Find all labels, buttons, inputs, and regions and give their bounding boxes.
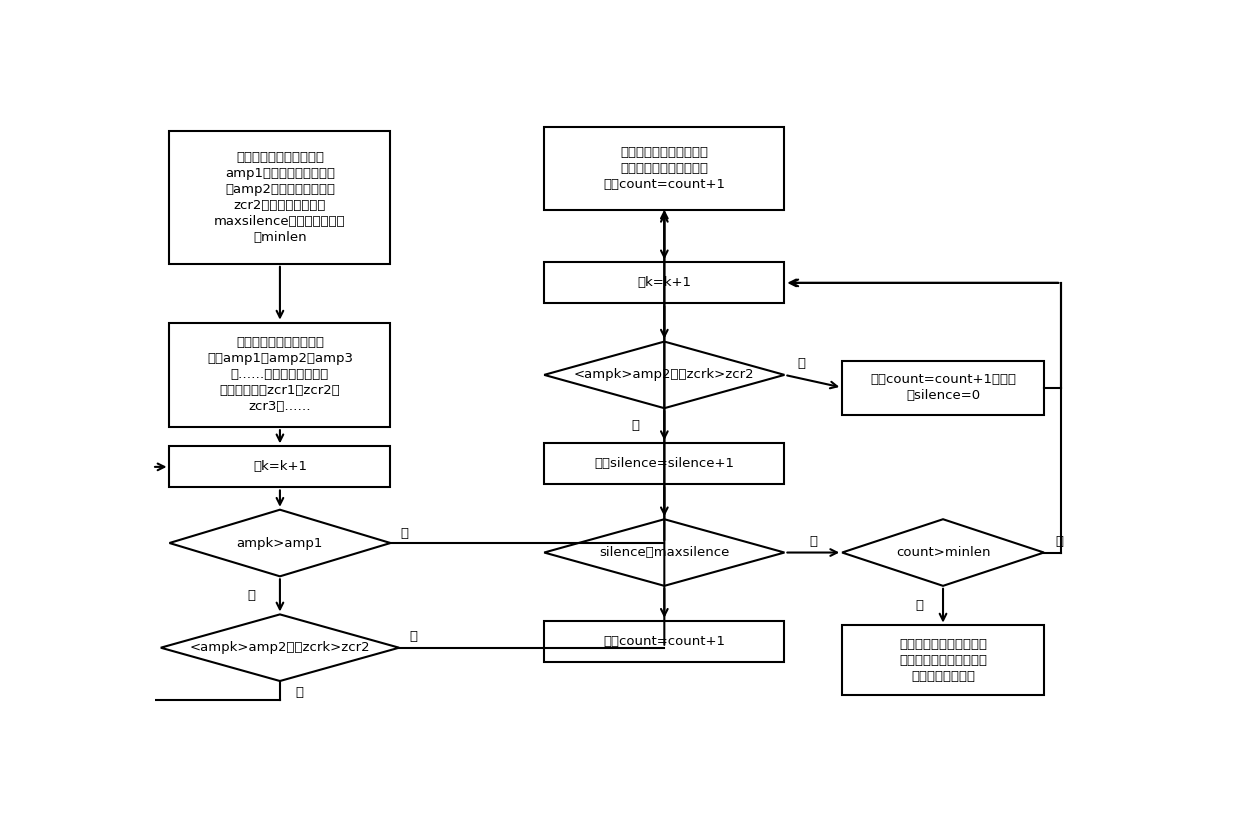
Text: 设定短时能量阈值高门限
amp1、短时能量阈值低门
限amp2、短时过零率阈值
zcr2、最大无声段长度
maxsilence和最小语音段长
度minlen: 设定短时能量阈值高门限 amp1、短时能量阈值低门 限amp2、短时过零率阈值 … bbox=[215, 151, 346, 244]
FancyBboxPatch shape bbox=[170, 131, 391, 264]
Text: 否: 否 bbox=[295, 686, 303, 699]
Text: 取k=k+1: 取k=k+1 bbox=[637, 276, 692, 289]
Polygon shape bbox=[161, 615, 399, 681]
Text: 否: 否 bbox=[1055, 535, 1064, 548]
FancyBboxPatch shape bbox=[170, 447, 391, 488]
Text: 更新silence=silence+1: 更新silence=silence+1 bbox=[594, 457, 734, 471]
Polygon shape bbox=[170, 510, 391, 576]
Text: 是: 是 bbox=[810, 535, 817, 548]
FancyBboxPatch shape bbox=[544, 620, 785, 662]
Polygon shape bbox=[544, 519, 785, 586]
Text: 是: 是 bbox=[797, 357, 806, 370]
Text: 取k=k+1: 取k=k+1 bbox=[253, 461, 308, 473]
Text: 是: 是 bbox=[401, 527, 409, 540]
Text: <ampk>amp2并且zcrk>zcr2: <ampk>amp2并且zcrk>zcr2 bbox=[190, 641, 371, 654]
FancyBboxPatch shape bbox=[842, 361, 1044, 414]
Text: 更新count=count+1，初始
化silence=0: 更新count=count+1，初始 化silence=0 bbox=[870, 373, 1016, 402]
Text: count>minlen: count>minlen bbox=[895, 546, 991, 559]
Text: <ampk>amp2并且zcrk>zcr2: <ampk>amp2并且zcrk>zcr2 bbox=[574, 368, 755, 382]
FancyBboxPatch shape bbox=[544, 128, 785, 210]
Text: 更新count=count+1: 更新count=count+1 bbox=[604, 634, 725, 648]
Text: 否: 否 bbox=[247, 589, 255, 602]
Text: 是: 是 bbox=[915, 599, 923, 612]
Text: ampk>amp1: ampk>amp1 bbox=[237, 536, 324, 550]
FancyBboxPatch shape bbox=[842, 625, 1044, 695]
FancyBboxPatch shape bbox=[170, 322, 391, 427]
Polygon shape bbox=[544, 342, 785, 408]
Text: 将该帧弧声信号记为异常
信号区间的结束帧，提取
弧声信号异常区间: 将该帧弧声信号记为异常 信号区间的结束帧，提取 弧声信号异常区间 bbox=[899, 638, 987, 683]
Text: silence＜maxsilence: silence＜maxsilence bbox=[599, 546, 729, 559]
Text: 是: 是 bbox=[409, 630, 418, 643]
Text: 将该帧弧声信号记为弧声
信号异常区间的起始帧，
更新count=count+1: 将该帧弧声信号记为弧声 信号异常区间的起始帧， 更新count=count+1 bbox=[604, 146, 725, 191]
Text: 否: 否 bbox=[631, 419, 640, 432]
FancyBboxPatch shape bbox=[544, 262, 785, 303]
Polygon shape bbox=[842, 519, 1044, 586]
FancyBboxPatch shape bbox=[544, 443, 785, 485]
Text: 记各帧弧声信号的短时能
量为amp1，amp2，amp3
，……，各帧弧声信号的
短时过零率为zcr1，zcr2，
zcr3，……: 记各帧弧声信号的短时能 量为amp1，amp2，amp3 ，……，各帧弧声信号的… bbox=[207, 336, 353, 414]
